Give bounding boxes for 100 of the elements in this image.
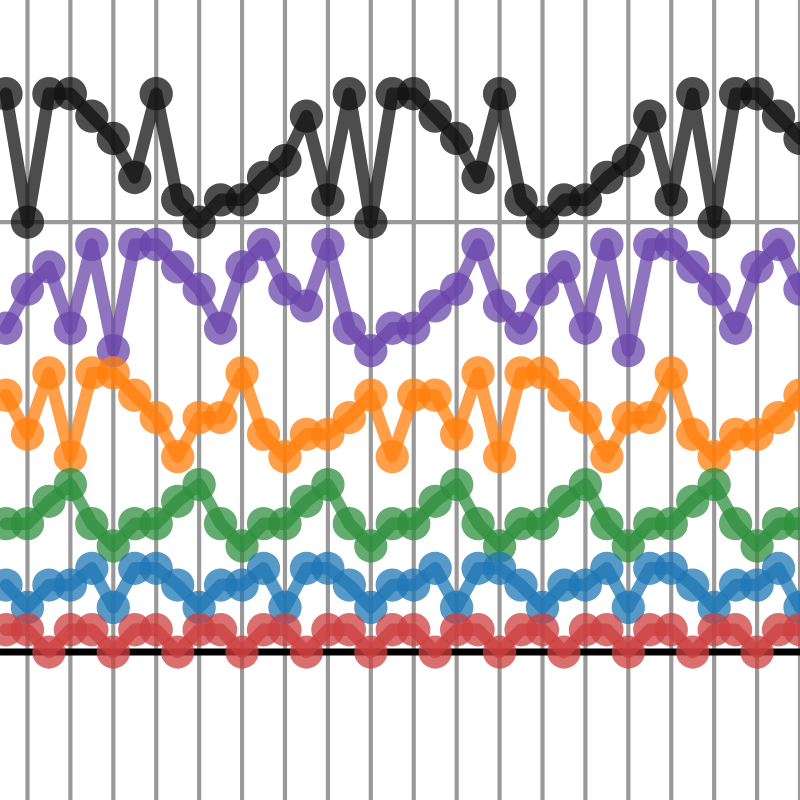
point	[32, 635, 66, 669]
point	[161, 568, 195, 602]
point	[289, 484, 324, 518]
point	[246, 417, 281, 451]
point	[139, 506, 173, 541]
point	[547, 378, 581, 412]
point	[53, 467, 88, 502]
point	[461, 227, 495, 262]
point	[590, 440, 624, 474]
point	[568, 311, 603, 345]
point	[161, 183, 195, 217]
point	[397, 568, 431, 602]
point	[568, 568, 603, 602]
point	[161, 635, 195, 669]
point	[182, 272, 216, 306]
point	[139, 551, 173, 585]
point	[461, 356, 495, 390]
point	[289, 289, 324, 323]
point	[590, 506, 624, 541]
point	[268, 506, 302, 541]
point	[332, 506, 367, 541]
point	[718, 311, 753, 345]
point	[10, 417, 45, 451]
point	[568, 400, 603, 435]
point	[32, 250, 66, 284]
point	[96, 590, 130, 625]
point	[439, 417, 474, 451]
point	[568, 467, 603, 502]
point	[161, 440, 195, 474]
point	[761, 99, 796, 133]
point	[525, 272, 560, 306]
point	[96, 121, 130, 156]
point	[461, 506, 495, 541]
point	[611, 144, 645, 178]
point	[418, 99, 452, 133]
point	[311, 417, 345, 451]
point	[611, 529, 645, 563]
point	[139, 227, 173, 262]
point	[203, 506, 238, 541]
point	[96, 635, 130, 669]
point	[354, 378, 388, 412]
point	[740, 529, 774, 563]
point	[654, 613, 688, 647]
point	[96, 529, 130, 563]
point	[53, 77, 88, 111]
point	[311, 183, 345, 217]
point	[53, 311, 88, 345]
point	[676, 484, 710, 518]
point	[10, 205, 45, 239]
point	[375, 440, 409, 474]
point	[676, 635, 710, 669]
point	[161, 250, 195, 284]
point	[633, 99, 667, 133]
point	[225, 568, 259, 602]
point	[740, 77, 774, 111]
point	[75, 551, 109, 585]
point	[75, 506, 109, 541]
point	[268, 144, 302, 178]
point	[10, 272, 45, 306]
point	[461, 613, 495, 647]
point	[633, 400, 667, 435]
point	[203, 613, 238, 647]
point	[418, 484, 452, 518]
point	[590, 551, 624, 585]
point	[547, 484, 581, 518]
point	[268, 613, 302, 647]
point	[761, 400, 796, 435]
point	[547, 250, 581, 284]
point	[246, 227, 281, 262]
point	[182, 467, 216, 502]
point	[354, 333, 388, 368]
point	[75, 227, 109, 262]
point	[654, 183, 688, 217]
point	[53, 568, 88, 602]
point	[225, 250, 259, 284]
point	[32, 484, 66, 518]
point	[418, 378, 452, 412]
point	[75, 99, 109, 133]
point	[289, 99, 324, 133]
point	[740, 635, 774, 669]
point	[418, 551, 452, 585]
point	[482, 440, 517, 474]
point	[332, 568, 367, 602]
point	[590, 613, 624, 647]
point	[118, 378, 152, 412]
point	[182, 205, 216, 239]
point	[203, 400, 238, 435]
point	[482, 289, 517, 323]
point	[461, 160, 495, 195]
point	[10, 613, 45, 647]
point	[697, 272, 731, 306]
point	[568, 183, 603, 217]
point	[740, 417, 774, 451]
point	[246, 160, 281, 195]
point	[547, 635, 581, 669]
point	[397, 506, 431, 541]
point	[590, 227, 624, 262]
point	[354, 590, 388, 625]
point	[611, 635, 645, 669]
point	[439, 467, 474, 502]
